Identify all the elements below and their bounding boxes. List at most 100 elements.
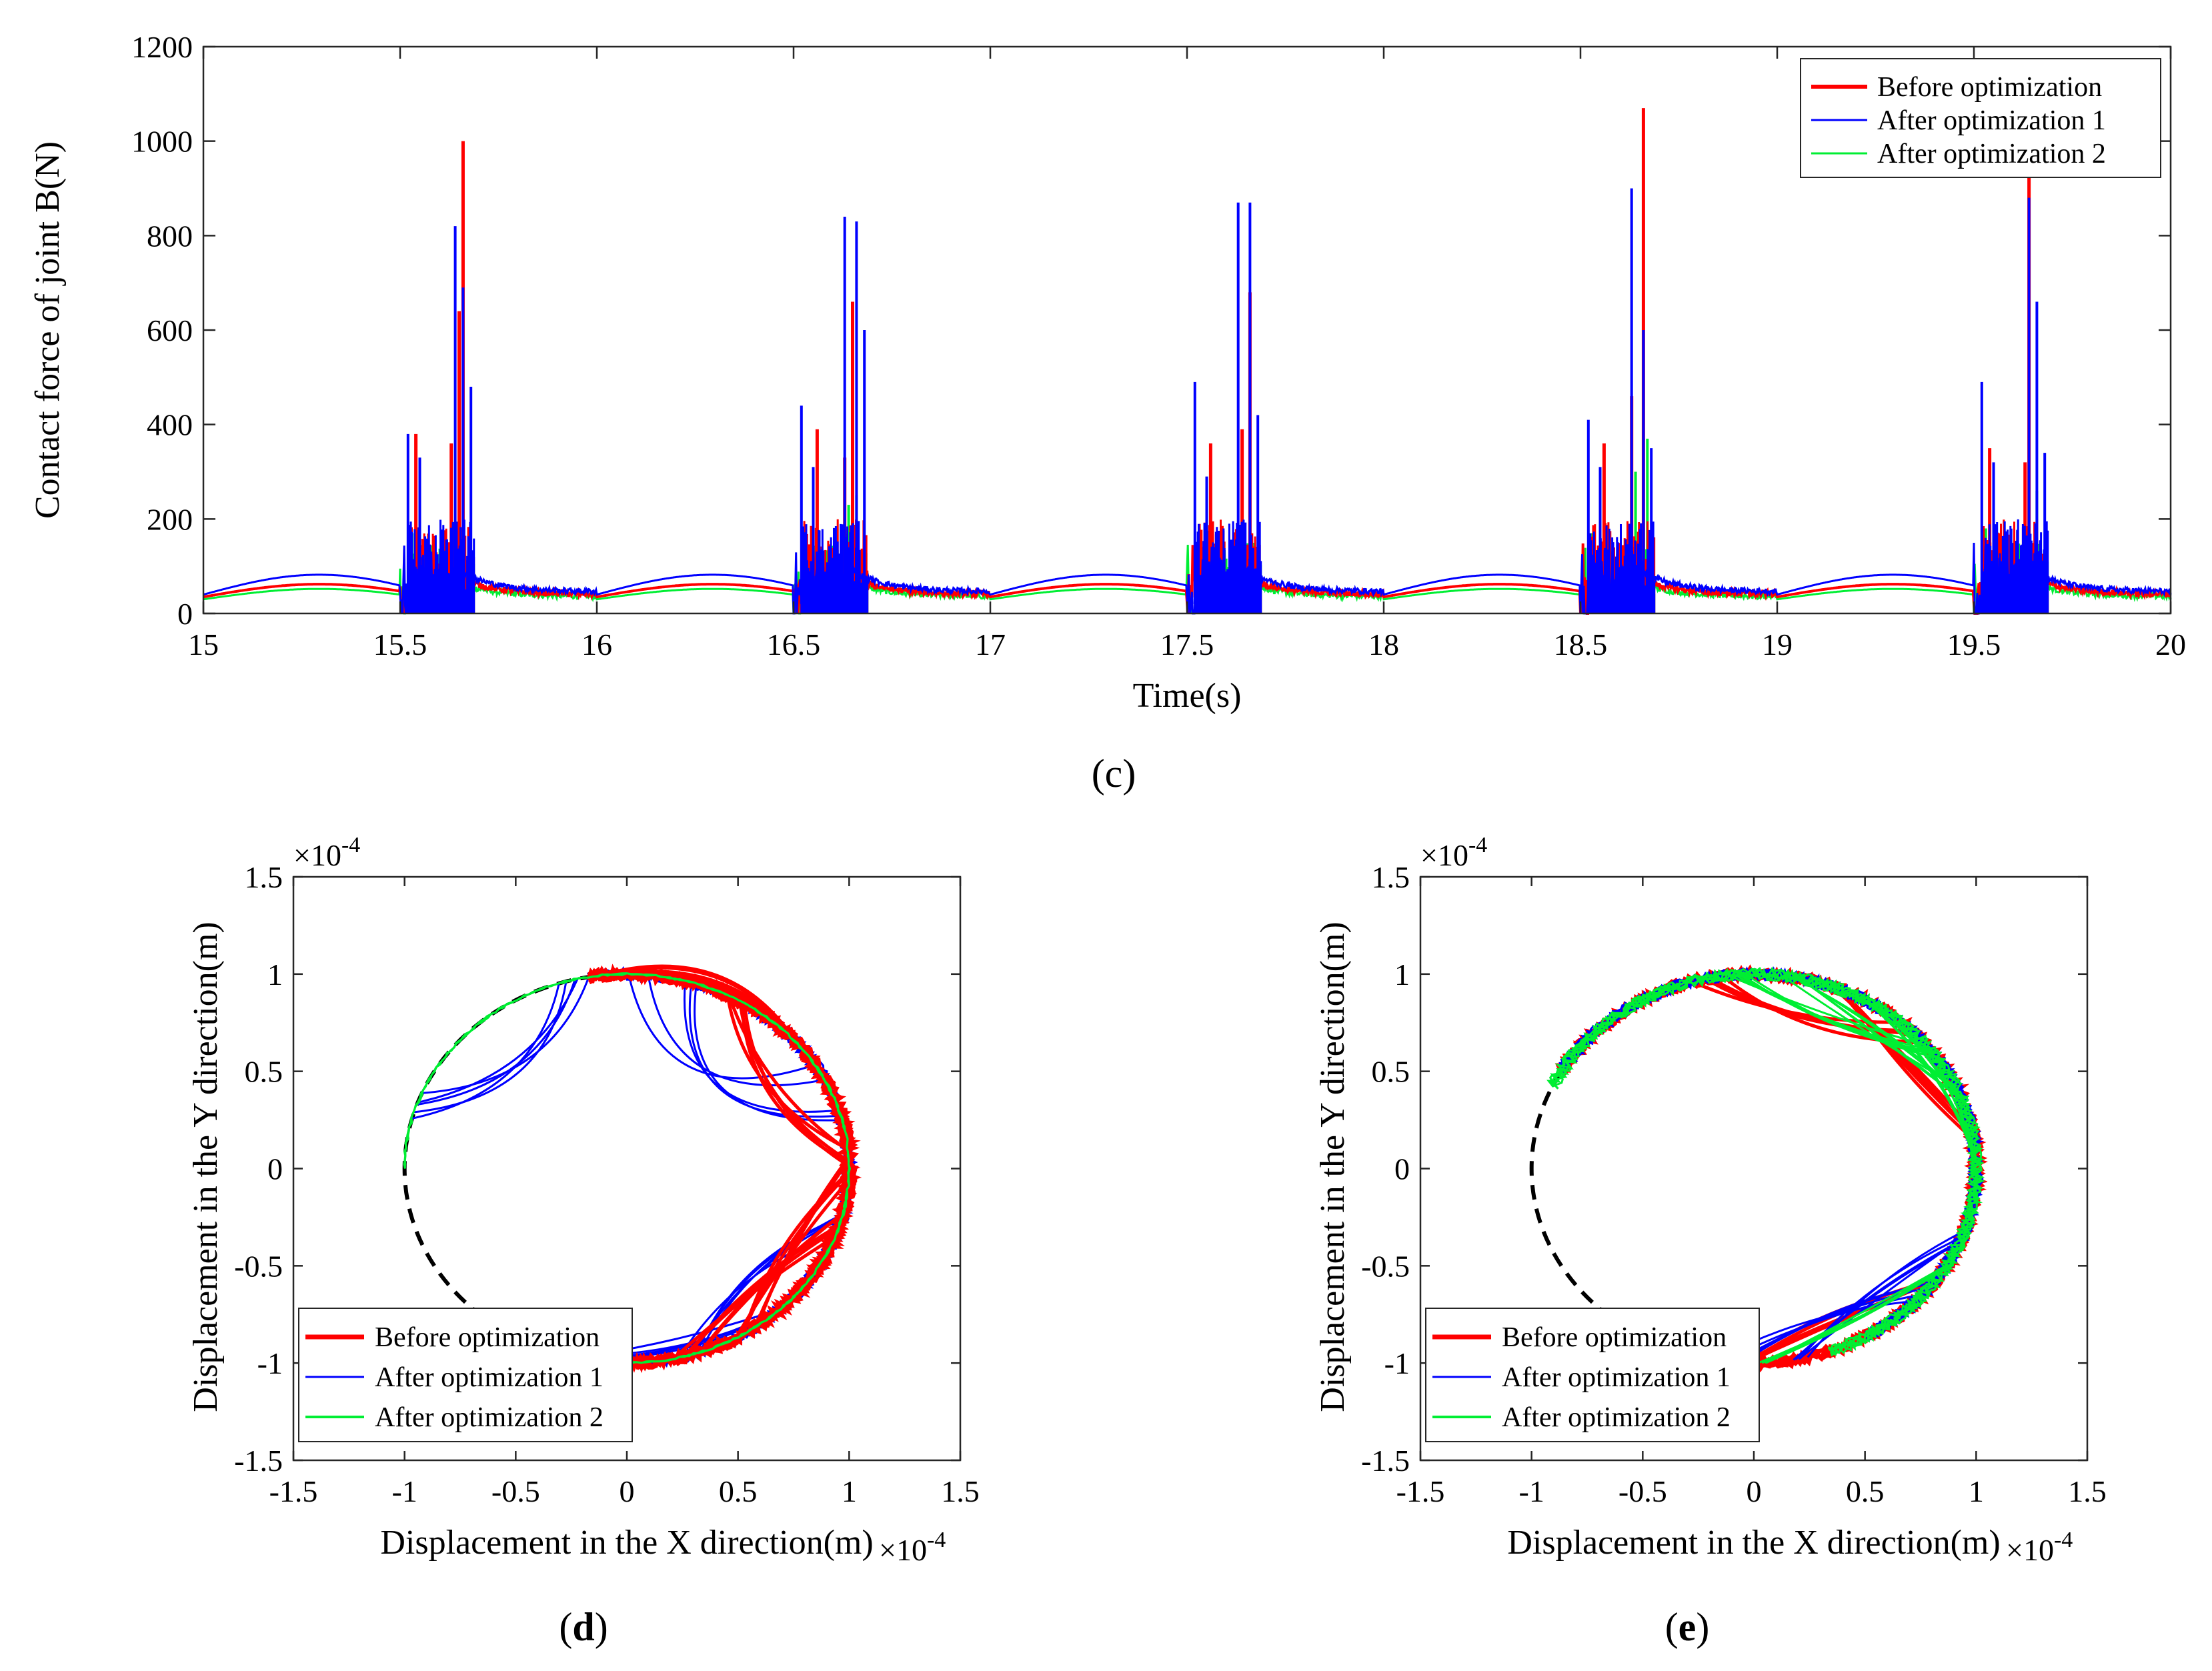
chart-d-excursion-after1 bbox=[421, 976, 590, 1094]
chart-c-x-ticks: 15 15.5 16 16.5 17 17.5 18 18.5 19 19.5 20 bbox=[188, 47, 2186, 661]
chart-d-x-tick-label: 0 bbox=[620, 1474, 635, 1508]
chart-c-y-tick-label: 800 bbox=[147, 219, 193, 253]
chart-d-excursion-after1 bbox=[694, 984, 842, 1122]
chart-e-excursion-before bbox=[1838, 988, 1975, 1136]
chart-c-y-tick-label: 1200 bbox=[131, 30, 193, 64]
chart-c-y-tick-label: 1000 bbox=[131, 125, 193, 159]
chart-d-excursion-after1 bbox=[417, 978, 579, 1104]
chart-d-excursion-after1 bbox=[413, 981, 568, 1114]
chart-c-x-tick-label: 17.5 bbox=[1160, 627, 1214, 661]
chart-d-y-tick-label: -1 bbox=[257, 1346, 283, 1380]
chart-e-legend-label-before: Before optimization bbox=[1502, 1322, 1727, 1353]
chart-d-arc-before bbox=[566, 966, 858, 1370]
chart-e-y-tick-label: -1 bbox=[1384, 1346, 1410, 1380]
chart-c-x-tick-label: 15 bbox=[188, 627, 219, 661]
chart-c-y-tick-label: 200 bbox=[147, 502, 193, 536]
chart-panel-e: -1.5 -1 -0.5 0 0.5 1 1.5 -1.5 -1 -0.5 0 0.5 1 1.5 ×1… bbox=[1314, 833, 2107, 1649]
chart-c-legend-box bbox=[1800, 58, 2161, 178]
chart-e-y-tick-label: 1 bbox=[1394, 958, 1410, 992]
chart-c-series-line-after1 bbox=[203, 542, 2172, 615]
chart-d-plot-lines bbox=[402, 964, 862, 1374]
chart-d-y-axis-label: Displacement in the Y direction(m) bbox=[187, 922, 225, 1412]
chart-e-y-tick-label: -1.5 bbox=[1361, 1444, 1410, 1478]
chart-c-impact-band-after1 bbox=[407, 519, 2049, 613]
chart-c-y-axis-label: Contact force of joint B(N) bbox=[29, 141, 67, 519]
chart-e-legend: Before optimization After optimization 1… bbox=[1425, 1308, 1760, 1442]
chart-e-y-tick-label: 1.5 bbox=[1372, 860, 1410, 894]
chart-d-excursion-after1 bbox=[688, 982, 841, 1118]
chart-e-x-tick-label: 0.5 bbox=[1846, 1474, 1885, 1508]
chart-e-legend-label-after2: After optimization 2 bbox=[1502, 1402, 1731, 1433]
chart-d-x-tick-label: 1.5 bbox=[941, 1474, 980, 1508]
chart-e-legend-box bbox=[1425, 1308, 1760, 1442]
chart-d-y-tick-label: -1.5 bbox=[234, 1444, 283, 1478]
chart-panel-c: 15 15.5 16 16.5 17 17.5 18 18.5 19 19.5 20 0 200 400… bbox=[29, 30, 2186, 795]
chart-d-legend-label-before: Before optimization bbox=[375, 1322, 600, 1353]
panel-label-d: (d) bbox=[559, 1605, 608, 1649]
chart-e-excursion-after2 bbox=[1794, 976, 1961, 1097]
chart-c-x-tick-label: 17 bbox=[975, 627, 1006, 661]
chart-e-y-ticks: -1.5 -1 -0.5 0 0.5 1 1.5 bbox=[1361, 860, 2087, 1478]
chart-e-x-tick-label: 0 bbox=[1747, 1474, 1762, 1508]
chart-d-y-tick-label: 0.5 bbox=[245, 1055, 283, 1089]
chart-e-x-tick-label: -1.5 bbox=[1396, 1474, 1445, 1508]
chart-c-legend-label-after1: After optimization 1 bbox=[1877, 105, 2106, 136]
chart-e-x-axis-label: Displacement in the X direction(m) bbox=[1507, 1524, 2000, 1562]
chart-d-x-multiplier: ×10-4 bbox=[879, 1528, 946, 1567]
chart-e-y-axis-label: Displacement in the Y direction(m) bbox=[1314, 922, 1352, 1412]
chart-e-excursion-after2 bbox=[1727, 974, 1927, 1046]
chart-d-excursion-before bbox=[753, 1159, 851, 1328]
chart-d-excursion-after1 bbox=[411, 983, 560, 1120]
chart-d-x-axis-label: Displacement in the X direction(m) bbox=[380, 1524, 873, 1562]
chart-e-excursion-after2 bbox=[1765, 1264, 1948, 1364]
chart-e-y-tick-label: 0 bbox=[1394, 1152, 1410, 1186]
chart-c-x-axis-label: Time(s) bbox=[1133, 677, 1242, 715]
chart-d-excursion-before bbox=[743, 1003, 850, 1168]
chart-d-x-tick-label: -0.5 bbox=[491, 1474, 540, 1508]
chart-panel-d: -1.5 -1 -0.5 0 0.5 1 1.5 -1.5 -1 -0.5 0 0.5 1 1.5 ×1… bbox=[187, 833, 980, 1649]
chart-c-x-tick-label: 16 bbox=[582, 627, 612, 661]
chart-d-excursion-before bbox=[742, 1170, 850, 1335]
chart-d-y-multiplier: ×10-4 bbox=[293, 833, 360, 872]
chart-d-excursion-before bbox=[726, 995, 849, 1151]
chart-d-y-ticks: -1.5 -1 -0.5 0 0.5 1 1.5 bbox=[234, 860, 960, 1478]
chart-e-legend-label-after1: After optimization 1 bbox=[1502, 1362, 1731, 1393]
chart-e-excursion-after2 bbox=[1761, 1266, 1946, 1364]
chart-d-legend-label-after2: After optimization 2 bbox=[375, 1402, 604, 1433]
chart-c-plot-lines bbox=[203, 108, 2172, 615]
chart-c-legend: Before optimization After optimization 1… bbox=[1800, 58, 2161, 178]
chart-c-legend-label-after2: After optimization 2 bbox=[1877, 139, 2106, 169]
chart-c-x-tick-label: 20 bbox=[2155, 627, 2186, 661]
chart-d-legend-label-after1: After optimization 1 bbox=[375, 1362, 604, 1393]
chart-e-excursion-after2 bbox=[1883, 1010, 1977, 1180]
chart-d-arc-after2 bbox=[403, 972, 851, 1365]
chart-e-series-after2 bbox=[1546, 966, 1986, 1364]
panel-label-c: (c) bbox=[1092, 751, 1136, 795]
chart-d-x-ticks: -1.5 -1 -0.5 0 0.5 1 1.5 bbox=[269, 877, 980, 1508]
chart-c-x-tick-label: 16.5 bbox=[767, 627, 821, 661]
chart-d-excursion-after1 bbox=[647, 974, 825, 1087]
chart-e-excursion-after2 bbox=[1863, 999, 1977, 1160]
chart-e-y-multiplier: ×10-4 bbox=[1420, 833, 1487, 872]
chart-e-x-tick-label: 1.5 bbox=[2068, 1474, 2107, 1508]
chart-d-legend: Before optimization After optimization 1… bbox=[298, 1308, 633, 1442]
chart-e-x-tick-label: -1 bbox=[1519, 1474, 1544, 1508]
chart-d-x-tick-label: -1 bbox=[392, 1474, 417, 1508]
chart-c-y-tick-label: 400 bbox=[147, 408, 193, 442]
chart-d-series-after2 bbox=[403, 972, 852, 1365]
chart-d-x-tick-label: -1.5 bbox=[269, 1474, 318, 1508]
chart-d-y-tick-label: 1 bbox=[267, 958, 283, 992]
chart-d-excursion-after1 bbox=[416, 979, 576, 1106]
chart-e-x-tick-label: 1 bbox=[1969, 1474, 1984, 1508]
chart-c-x-tick-label: 15.5 bbox=[373, 627, 427, 661]
chart-d-excursion-before bbox=[728, 995, 850, 1152]
chart-e-x-tick-label: -0.5 bbox=[1618, 1474, 1667, 1508]
chart-e-x-multiplier: ×10-4 bbox=[2006, 1528, 2073, 1567]
chart-e-plot-lines bbox=[1529, 964, 1988, 1373]
chart-c-y-ticks: 0 200 400 600 800 1000 1200 bbox=[131, 30, 2171, 631]
chart-d-y-tick-label: 0 bbox=[267, 1152, 283, 1186]
chart-d-x-tick-label: 0.5 bbox=[719, 1474, 758, 1508]
chart-c-y-tick-label: 600 bbox=[147, 313, 193, 347]
chart-d-y-tick-label: 1.5 bbox=[245, 860, 283, 894]
